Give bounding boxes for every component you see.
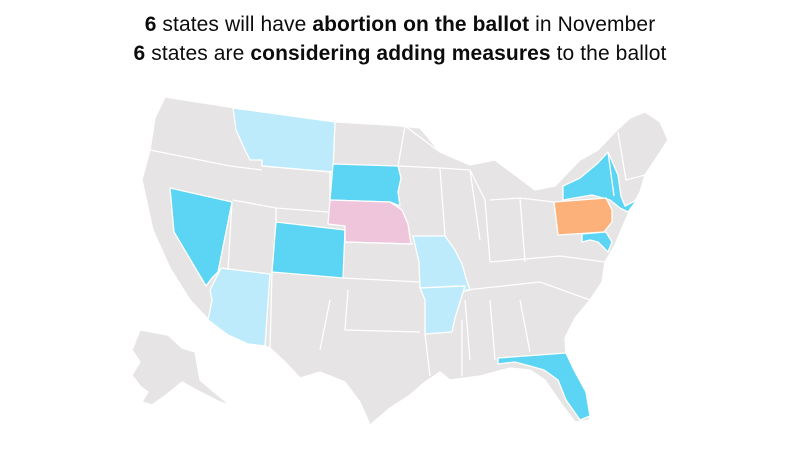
headline-2-emphasis: considering adding measures	[250, 42, 551, 65]
us-landmass	[141, 96, 669, 426]
considering-count: 6	[133, 42, 146, 65]
headline-1-pre: states will have	[156, 13, 313, 36]
state-borders	[149, 121, 646, 377]
headline-1-emphasis: abortion on the ballot	[312, 13, 530, 36]
ballot-count: 6	[144, 13, 157, 36]
montana-state	[232, 107, 336, 173]
alaska-state	[131, 329, 231, 406]
headline-1-post: in November	[529, 13, 656, 36]
arizona-state	[207, 267, 271, 347]
headline-2-post: to the ballot	[550, 42, 667, 65]
maryland-state	[581, 231, 613, 253]
headline-line-2: 6 states are considering adding measures…	[0, 39, 800, 68]
headline-2-pre: states are	[145, 42, 251, 65]
map-headline: 6 states will have abortion on the ballo…	[0, 10, 800, 68]
colorado-state	[271, 221, 346, 279]
arkansas-state	[419, 285, 466, 335]
florida-state	[497, 352, 591, 421]
pennsylvania-state	[553, 197, 613, 236]
new-york-state	[562, 151, 638, 213]
headline-line-1: 6 states will have abortion on the ballo…	[0, 10, 800, 39]
south-dakota-state	[329, 163, 402, 207]
